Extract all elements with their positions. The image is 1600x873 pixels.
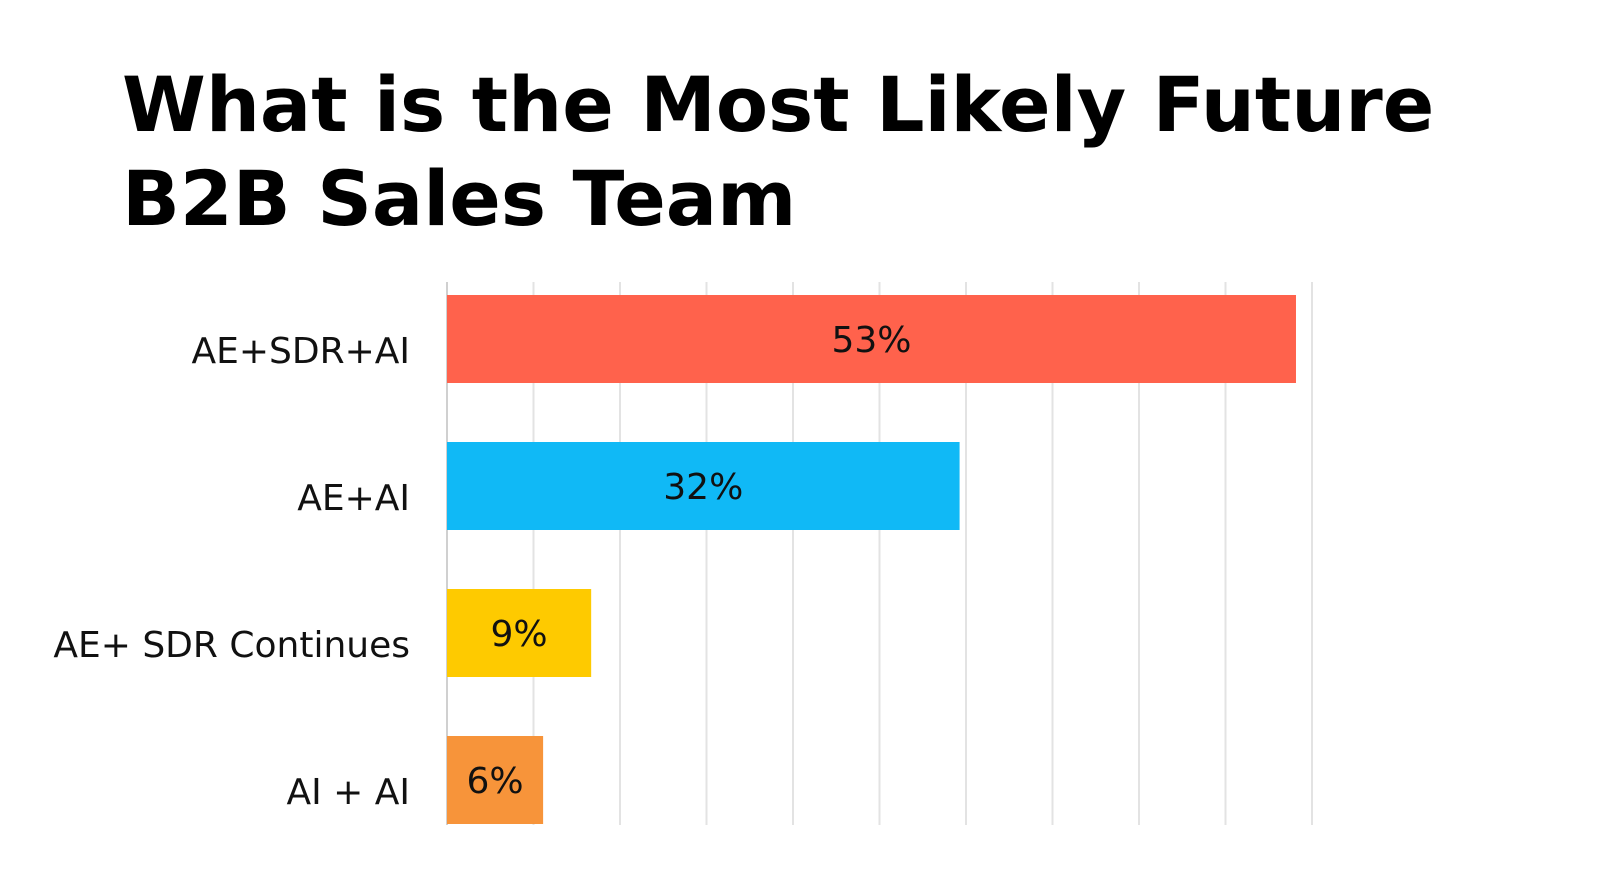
data-label: 32% [663,467,743,508]
bar [447,295,1296,383]
labels: 53% AE+SDR+AI 32% AE+AI 9% AE+ SDR Continues 6… [53,320,911,813]
bar [447,442,960,530]
category-label: AE+ SDR Continues [53,625,410,666]
category-label: AE+AI [297,478,410,519]
category-label: AI + AI [286,772,410,813]
data-label: 6% [466,761,523,802]
bars [447,295,1296,824]
chart-title: What is the Most Likely Future B2B Sales… [122,60,1435,243]
category-label: AE+SDR+AI [191,331,410,372]
data-label: 53% [831,320,911,361]
bar [447,736,544,824]
data-label: 9% [491,614,548,655]
bar [447,589,592,677]
